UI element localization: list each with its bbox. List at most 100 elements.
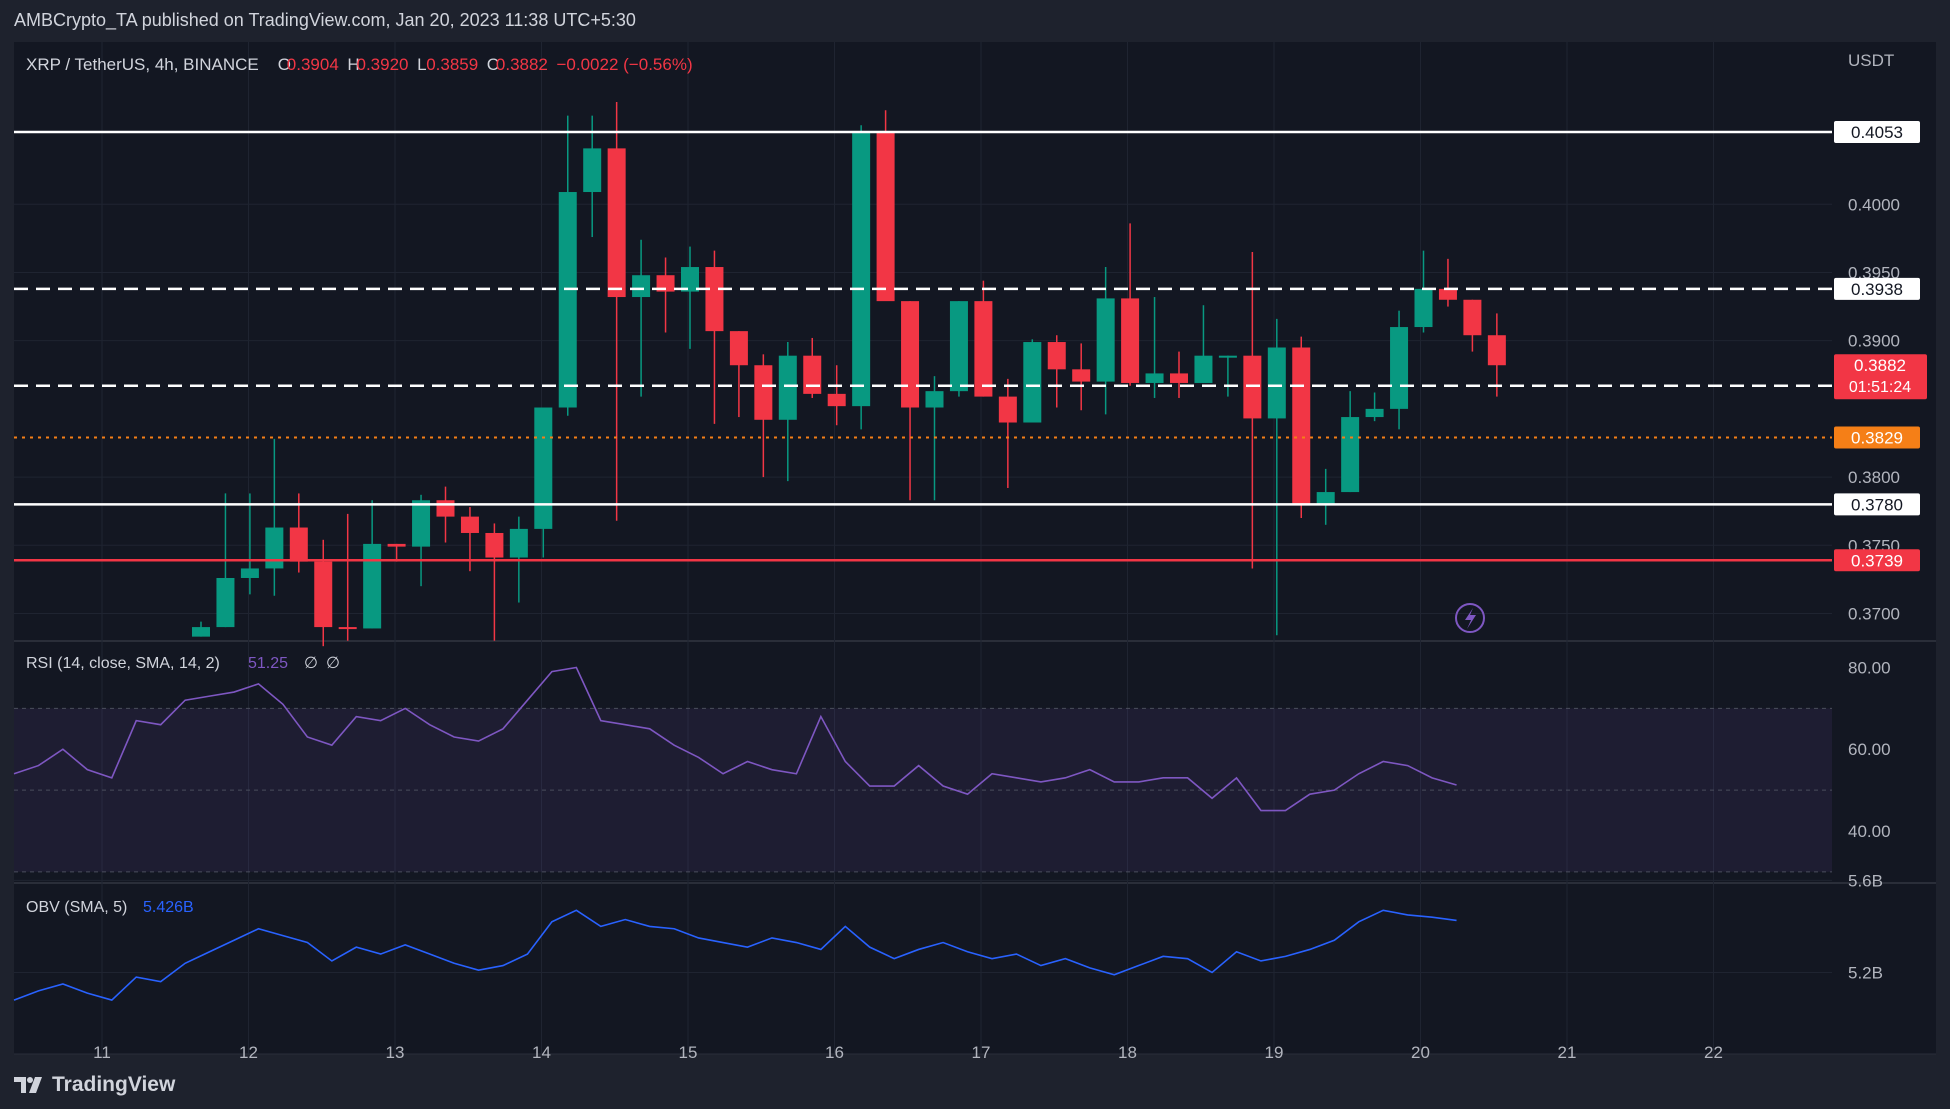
x-tick-label: 20 (1411, 1043, 1430, 1062)
candle-down (827, 393, 846, 407)
price-tick-label: 0.3950 (1848, 263, 1900, 282)
plot-background (14, 42, 1832, 1054)
price-axis-background (1832, 42, 1936, 1054)
currency-label: USDT (1848, 51, 1894, 70)
price-tick-label: 0.3700 (1848, 604, 1900, 623)
candle-up (1316, 492, 1335, 505)
candle-up (583, 148, 602, 193)
x-tick-label: 17 (972, 1043, 991, 1062)
price-level-label: 0.3938 (1851, 280, 1903, 299)
x-tick-label: 22 (1704, 1043, 1723, 1062)
candle-up (681, 267, 699, 292)
candle-down (485, 532, 504, 558)
candle-up (1267, 347, 1286, 419)
legend-close-value: 0.3882 (496, 55, 548, 74)
candle-down (656, 275, 675, 292)
candle-up (1194, 355, 1213, 383)
candle-down (1121, 298, 1140, 383)
bar-countdown-label: 01:51:24 (1849, 379, 1911, 396)
candle-up (1341, 417, 1360, 493)
obv-tick-label: 5.6B (1848, 871, 1883, 890)
tradingview-footer[interactable]: TradingView (14, 1072, 175, 1098)
candle-down (1463, 299, 1482, 336)
legend-low-value: 0.3859 (426, 55, 478, 74)
obv-value: 5.426B (143, 899, 194, 916)
rsi-title: RSI (14, close, SMA, 14, 2) (26, 655, 220, 672)
candle-down (729, 331, 748, 366)
candle-down (754, 365, 773, 420)
legend-high-value: 0.3920 (357, 55, 409, 74)
candle-down (876, 132, 895, 302)
candle-down (436, 500, 455, 517)
price-level-badge (1834, 493, 1920, 516)
x-tick-label: 13 (386, 1043, 405, 1062)
x-tick-label: 15 (679, 1043, 698, 1062)
candle-up (1414, 288, 1433, 328)
lightning-icon-glyph (1465, 608, 1476, 629)
candle-down (1438, 288, 1457, 300)
x-tick-label: 18 (1118, 1043, 1137, 1062)
rsi-tick-label: 80.00 (1848, 659, 1891, 678)
x-tick-label: 16 (825, 1043, 844, 1062)
candle-up (558, 192, 577, 408)
rsi-extra-label: ∅ (326, 655, 340, 672)
candle-down (1487, 335, 1506, 366)
candle-up (265, 527, 284, 569)
candle-down (901, 301, 920, 408)
x-tick-label: 14 (532, 1043, 551, 1062)
x-tick-label: 19 (1265, 1043, 1284, 1062)
candle-up (240, 568, 259, 578)
candle-up (1390, 327, 1409, 409)
candle-down (338, 627, 357, 630)
candle-down (1072, 369, 1091, 382)
obv-line (13, 909, 1457, 1001)
rsi-tick-label: 60.00 (1848, 740, 1891, 759)
candle-up (534, 407, 553, 529)
obv-title: OBV (SMA, 5) (26, 899, 127, 916)
candle-up (949, 301, 968, 392)
lightning-icon[interactable] (1455, 603, 1485, 633)
price-tick-label: 0.3900 (1848, 332, 1900, 351)
legend-close-label: C (487, 55, 499, 74)
candle-up (412, 500, 431, 547)
price-level-badge (1834, 121, 1920, 144)
price-level-badge (1834, 549, 1920, 572)
x-tick-label: 12 (239, 1043, 258, 1062)
last-price-label: 0.3882 (1854, 356, 1906, 375)
candle-up (1023, 342, 1042, 423)
legend-open-value: 0.3904 (287, 55, 339, 74)
candle-up (363, 543, 382, 629)
price-level-badge (1834, 277, 1920, 300)
candle-up (778, 355, 797, 420)
price-tick-label: 0.3800 (1848, 468, 1900, 487)
rsi-value: 51.25 (248, 655, 288, 672)
candle-down (974, 301, 993, 397)
candle-up (1145, 373, 1164, 383)
rsi-extra-label: ∅ (304, 655, 318, 672)
candle-up (216, 577, 235, 628)
candle-up (1365, 408, 1384, 418)
price-level-label: 0.4053 (1851, 123, 1903, 142)
tradingview-logo-icon (14, 1077, 42, 1093)
candle-down (314, 561, 333, 628)
candle-down (289, 527, 308, 562)
candle-up (509, 528, 528, 558)
price-level-label: 0.3780 (1851, 495, 1903, 514)
legend-high-label: H (347, 55, 359, 74)
price-level-badge (1834, 426, 1920, 449)
obv-tick-label: 5.2B (1848, 963, 1883, 982)
candle-up (925, 391, 944, 408)
candle-up (852, 132, 871, 407)
candle-down (1292, 347, 1311, 505)
candle-down (460, 516, 479, 533)
candle-up (632, 275, 651, 298)
publisher-header: AMBCrypto_TA published on TradingView.co… (14, 10, 636, 30)
legend-open-label: O (278, 55, 291, 74)
legend-low-label: L (417, 55, 426, 74)
candle-up (1096, 298, 1115, 382)
candle-down (1170, 373, 1188, 383)
price-level-label: 0.3829 (1851, 429, 1903, 448)
last-price-badge (1834, 354, 1927, 400)
candle-down (607, 148, 626, 298)
